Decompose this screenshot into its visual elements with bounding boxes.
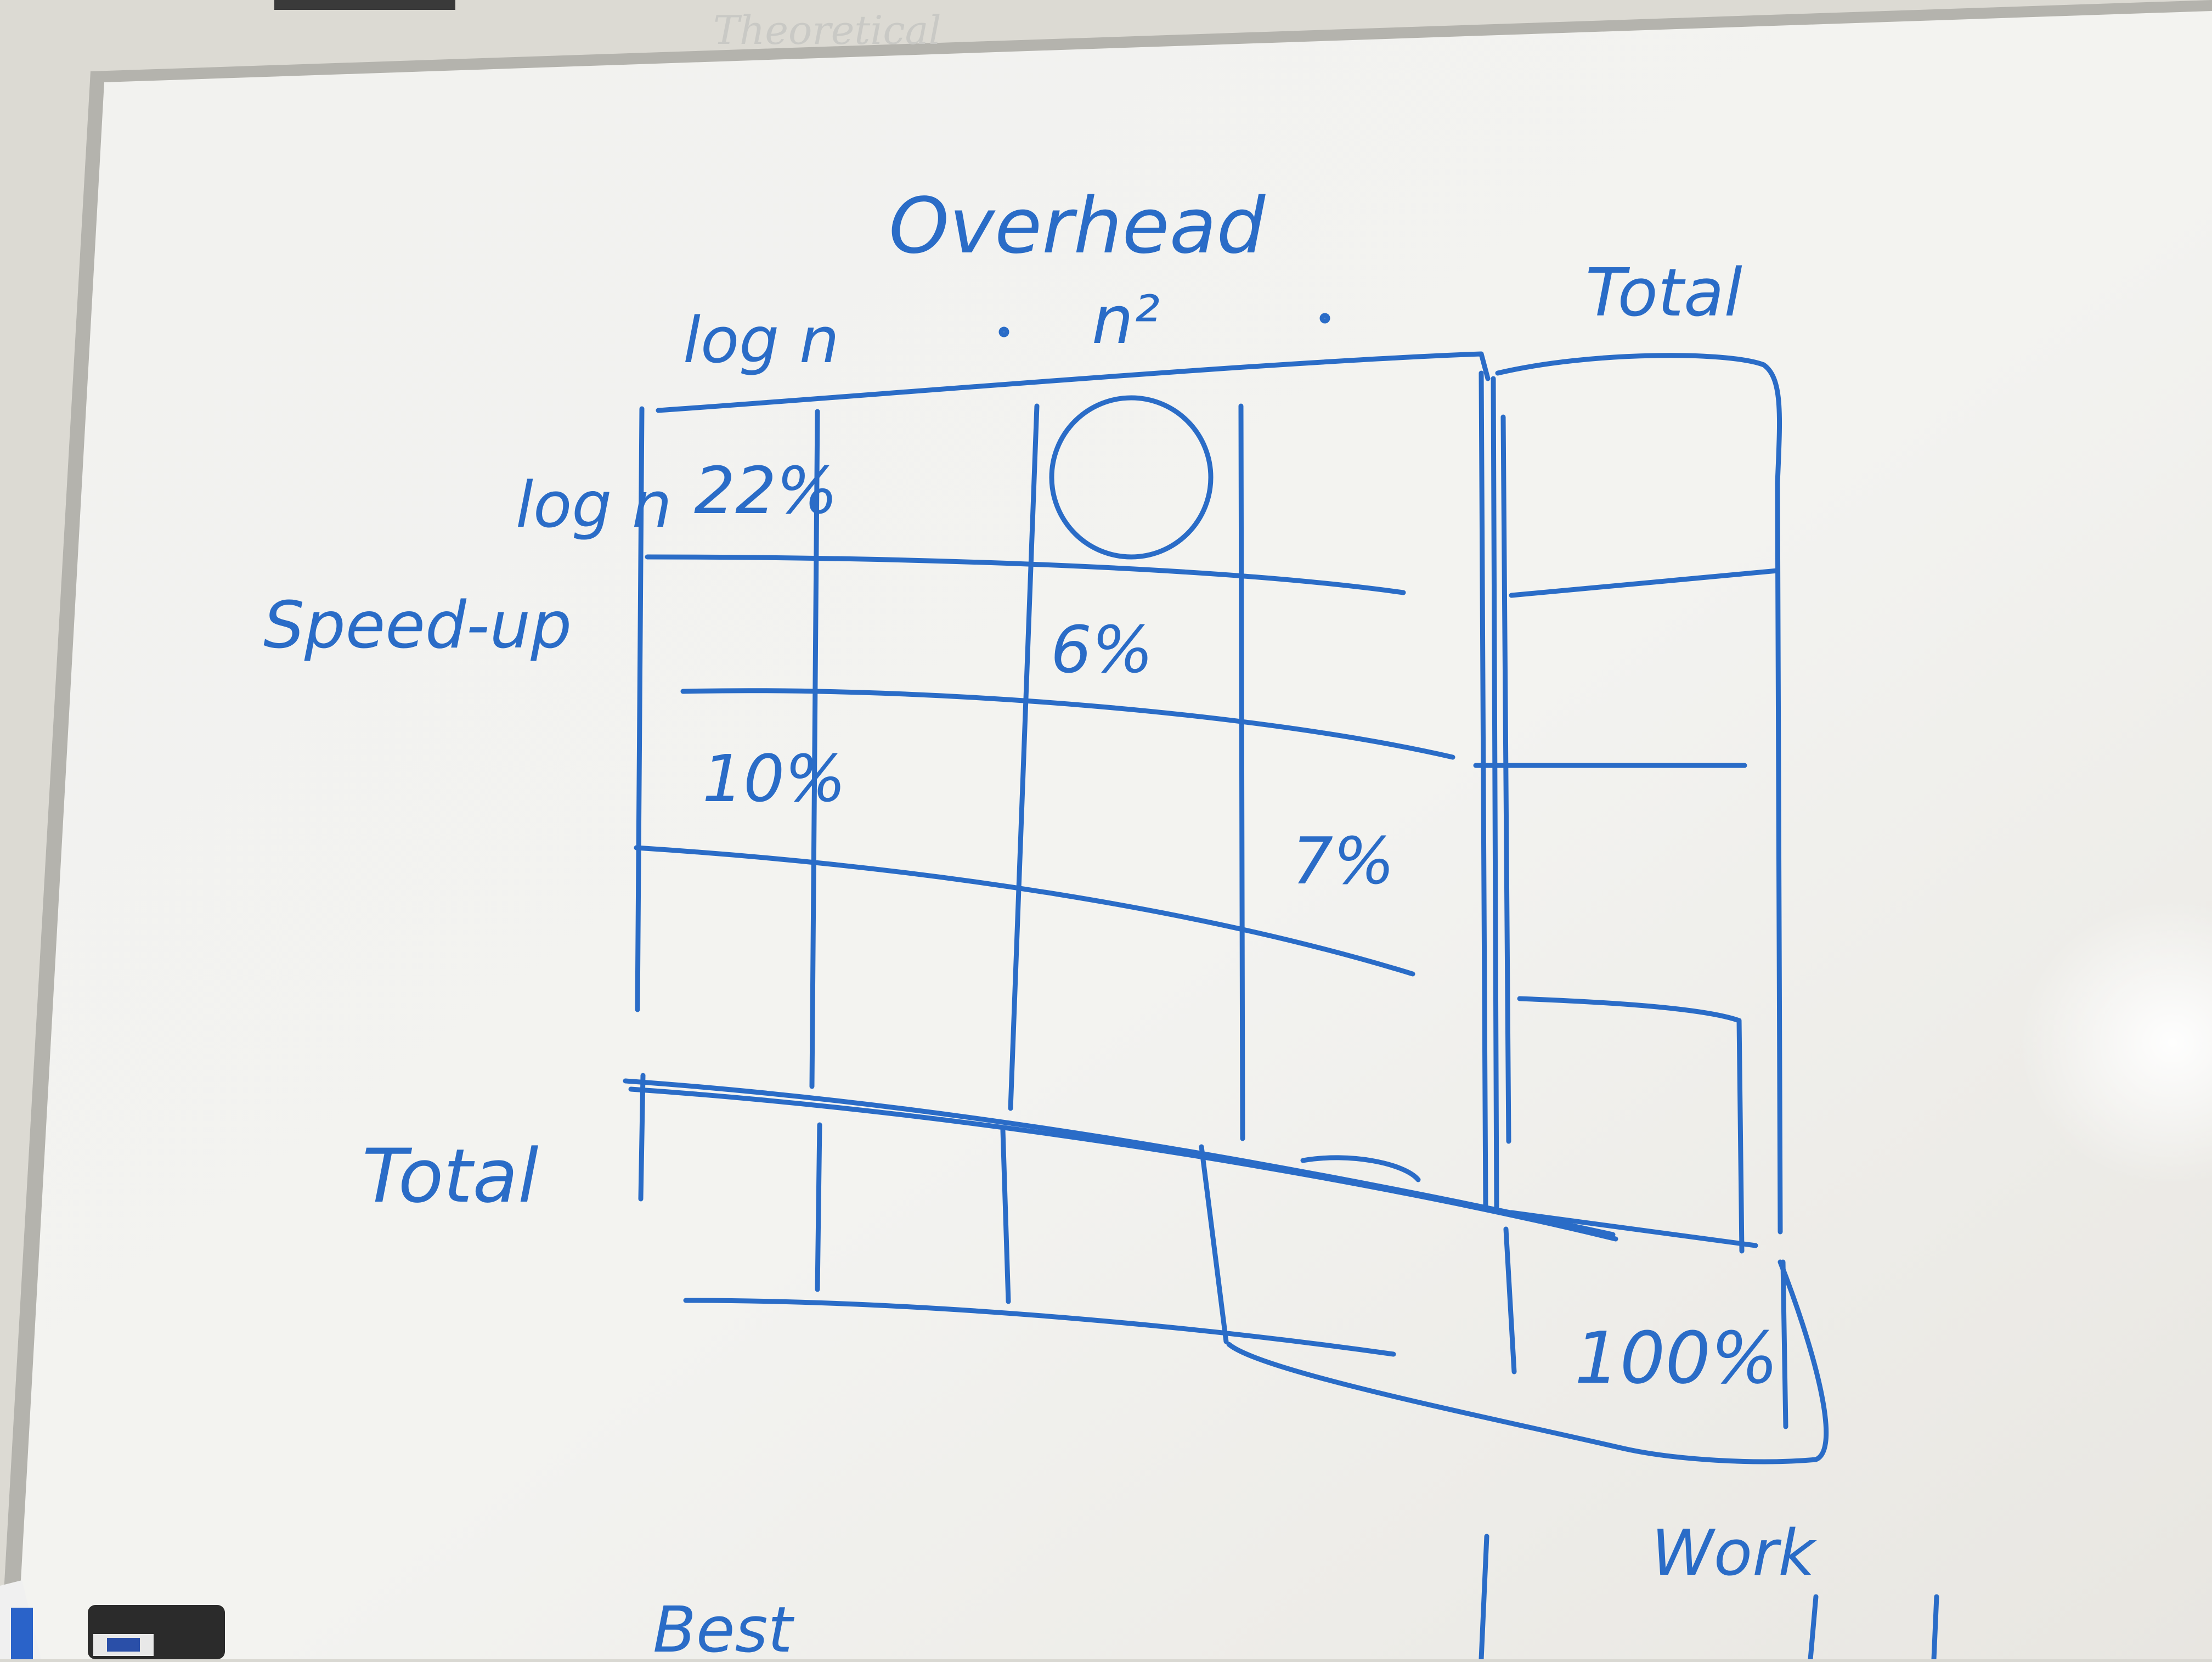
bottom-label-work: Work <box>1651 1517 1817 1590</box>
faded-top-text: Theoretical <box>713 7 941 53</box>
cell-r1-c1: 22% <box>694 453 838 528</box>
cell-grand-total: 100% <box>1575 1316 1779 1400</box>
column-header-log-n: log n <box>683 304 839 378</box>
row-header-log-n: log n <box>516 469 672 542</box>
light-glare <box>2019 900 2212 1185</box>
column-group-label: Overhead <box>889 182 1266 271</box>
table-grid <box>623 313 1829 1464</box>
cell-r3-c1: 10% <box>702 741 846 816</box>
board-surface <box>16 11 2212 1659</box>
cell-r2-c3: 6% <box>1051 612 1153 688</box>
cell-r3-c4: 7% <box>1292 823 1395 899</box>
circled-cell <box>1049 395 1214 560</box>
wall-device <box>274 0 455 10</box>
bottom-label-best: Best <box>653 1593 795 1659</box>
column-header-n-squared: n² <box>1092 283 1160 359</box>
column-header-total: Total <box>1585 255 1742 331</box>
row-group-label: Speed-up <box>263 587 572 663</box>
row-header-total: Total <box>362 1133 539 1219</box>
bottom-strokes <box>1479 1534 1939 1662</box>
marker-tray <box>0 1580 225 1659</box>
